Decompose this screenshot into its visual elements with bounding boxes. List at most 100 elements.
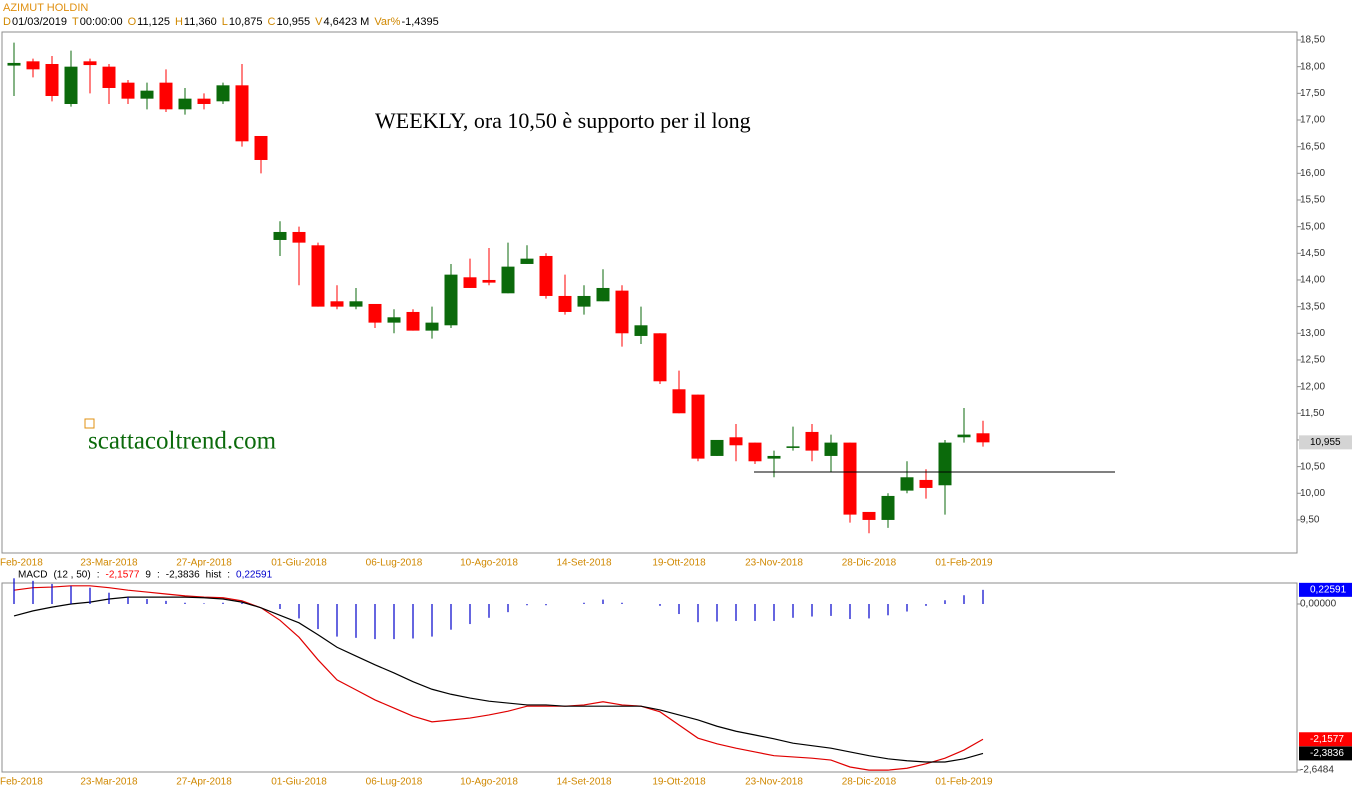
field-value: 11,125	[137, 16, 170, 28]
indicator-legend: -2,1577	[105, 570, 139, 581]
candle-body	[235, 85, 249, 142]
candle-body	[178, 98, 192, 110]
indicator-legend: hist	[206, 570, 222, 581]
candle-body	[349, 301, 363, 307]
value-box	[1299, 746, 1352, 761]
candle-body	[197, 98, 211, 104]
candle-body	[292, 231, 306, 243]
indicator-legend: (12 , 50)	[53, 570, 90, 581]
x-tick-label: 23-Mar-2018	[80, 777, 138, 788]
candle-body	[862, 511, 876, 520]
candle-body	[463, 277, 477, 288]
x-tick-label: 28-Dic-2018	[842, 558, 897, 569]
value-box	[1299, 582, 1352, 597]
candle-body	[444, 274, 458, 326]
candle-body	[672, 389, 686, 414]
y-tick-label: 16,00	[1300, 168, 1325, 179]
candle-body	[710, 439, 724, 456]
field-key: T	[72, 16, 79, 28]
field-value: 00:00:00	[80, 16, 123, 28]
x-tick-label: Feb-2018	[0, 558, 43, 569]
watermark: scattacoltrend.com	[88, 428, 277, 455]
watermark-icon	[84, 418, 95, 429]
candle-body	[501, 266, 515, 294]
macd-pane	[1, 582, 1298, 773]
field-value: 11,360	[184, 16, 217, 28]
field-value: 01/03/2019	[12, 16, 67, 28]
x-tick-label: 14-Set-2018	[556, 777, 611, 788]
y-tick-label: 14,00	[1300, 275, 1325, 286]
x-tick-label: 14-Set-2018	[556, 558, 611, 569]
candle-body	[368, 303, 382, 323]
candle-body	[900, 477, 914, 491]
x-tick-label: 27-Apr-2018	[176, 558, 232, 569]
y-tick-label: 9,50	[1300, 515, 1320, 526]
candle-body	[83, 61, 97, 66]
candle-body	[824, 442, 838, 456]
x-tick-label: 19-Ott-2018	[652, 777, 706, 788]
candle-body	[7, 62, 21, 66]
x-tick-label: 23-Mar-2018	[80, 558, 138, 569]
x-tick-label: 01-Giu-2018	[271, 777, 327, 788]
candle-body	[729, 437, 743, 446]
indicator-line	[13, 585, 984, 771]
price-pane	[1, 31, 1298, 554]
indicator-legend: 9	[145, 570, 151, 581]
y-tick-label: 17,00	[1300, 115, 1325, 126]
candle-body	[387, 317, 401, 323]
y-tick-label: -2,6484	[1300, 765, 1334, 776]
indicator-legend: :	[227, 570, 230, 581]
x-tick-label: 01-Feb-2019	[935, 558, 993, 569]
field-key: Var%	[374, 16, 400, 28]
candle-body	[615, 290, 629, 334]
value-box	[1299, 732, 1352, 747]
value-box-label: -2,3836	[1310, 748, 1344, 759]
candle-body	[216, 85, 230, 102]
y-tick-label: 12,50	[1300, 355, 1325, 366]
x-tick-label: 10-Ago-2018	[460, 558, 518, 569]
indicator-line	[13, 596, 984, 763]
candle-body	[843, 442, 857, 515]
field-key: C	[268, 16, 276, 28]
value-box-label: 0,22591	[1310, 584, 1347, 595]
candle-body	[482, 279, 496, 283]
candle-body	[539, 255, 553, 296]
x-tick-label: 27-Apr-2018	[176, 777, 232, 788]
candle-body	[425, 322, 439, 331]
y-tick-label: 13,00	[1300, 328, 1325, 339]
x-tick-label: 23-Nov-2018	[745, 777, 803, 788]
candle-body	[102, 66, 116, 88]
candle-body	[748, 442, 762, 462]
field-key: D	[3, 16, 11, 28]
candle-body	[976, 433, 990, 443]
y-tick-label: 0,00000	[1300, 599, 1337, 610]
candle-body	[767, 455, 781, 459]
y-tick-label: 17,50	[1300, 88, 1325, 99]
y-tick-label: 15,50	[1300, 195, 1325, 206]
x-tick-label: 06-Lug-2018	[366, 777, 423, 788]
candle-body	[938, 442, 952, 486]
indicator-legend: :	[97, 570, 100, 581]
last-price-label: 10,955	[1310, 437, 1341, 448]
value-box-label: -2,1577	[1310, 734, 1344, 745]
candle-body	[805, 431, 819, 451]
y-tick-label: 12,00	[1300, 381, 1325, 392]
instrument-title: AZIMUT HOLDIN	[3, 2, 88, 14]
field-key: O	[128, 16, 137, 28]
indicator-legend: -2,3836	[166, 570, 200, 581]
y-tick-label: 10,50	[1300, 461, 1325, 472]
candle-body	[311, 245, 325, 307]
candle-body	[254, 135, 268, 160]
field-value: 4,6423 M	[323, 16, 369, 28]
candle-body	[577, 295, 591, 307]
candle-body	[634, 325, 648, 336]
y-tick-label: 14,50	[1300, 248, 1325, 259]
y-tick-label: 16,50	[1300, 141, 1325, 152]
field-key: L	[222, 16, 228, 28]
candle-body	[26, 61, 40, 70]
field-value: 10,955	[276, 16, 310, 28]
y-tick-label: 13,50	[1300, 301, 1325, 312]
candle-body	[596, 287, 610, 302]
x-tick-label: 28-Dic-2018	[842, 777, 897, 788]
